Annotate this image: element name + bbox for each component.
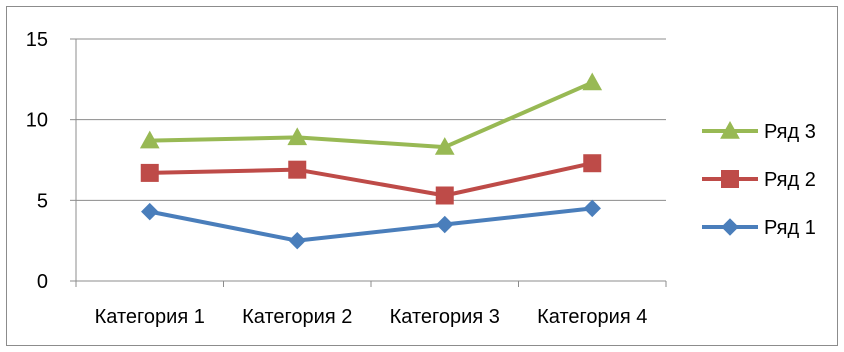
x-tick-label-1: Категория 2 [242,306,352,328]
series-1-point-2 [288,231,306,250]
legend-marker-3 [721,218,739,236]
series-1-point-1 [141,202,159,221]
x-tick-label-0: Категория 1 [95,306,205,328]
legend-label-1: Ряд 3 [764,121,816,143]
series-3-point-3 [434,137,455,155]
series-2-point-3 [435,186,454,205]
x-tick-label-2: Категория 3 [390,306,500,328]
series-2-point-2 [288,160,307,179]
legend-label-2: Ряд 2 [764,169,816,191]
x-tick-label-3: Категория 4 [537,306,647,328]
series-3-point-4 [582,72,603,91]
series-1-point-4 [583,199,601,218]
series-line-3 [147,80,595,150]
series-line-1 [147,206,595,243]
series-line-2 [147,161,595,198]
legend-marker-1 [720,120,740,139]
series-2-point-4 [583,154,602,173]
series-2-point-1 [140,163,159,182]
y-tick-label-1: 5 [37,190,48,212]
series-3-point-2 [287,127,308,146]
series-3-point-1 [139,130,160,149]
y-tick-label-3: 15 [26,29,48,51]
y-tick-label-0: 0 [37,271,48,293]
legend-label-3: Ряд 1 [764,217,816,239]
series-1-point-3 [436,215,454,234]
y-tick-label-2: 10 [26,110,48,132]
legend-marker-2 [721,170,739,188]
